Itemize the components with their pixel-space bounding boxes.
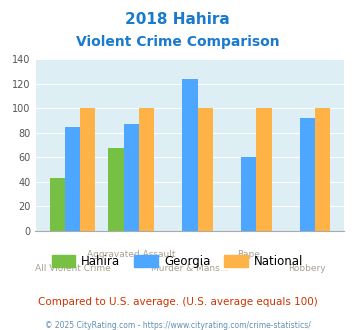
Text: Rape: Rape [237, 250, 260, 259]
Bar [256, 109, 272, 231]
Bar [50, 178, 65, 231]
Bar [300, 118, 315, 231]
Text: Violent Crime Comparison: Violent Crime Comparison [76, 35, 279, 49]
Text: 2018 Hahira: 2018 Hahira [125, 12, 230, 26]
Bar [65, 127, 80, 231]
Bar [182, 79, 198, 231]
Bar [241, 157, 256, 231]
Bar [108, 148, 124, 231]
Text: Aggravated Assault: Aggravated Assault [87, 250, 175, 259]
Bar [139, 109, 154, 231]
Bar [315, 109, 330, 231]
Text: Compared to U.S. average. (U.S. average equals 100): Compared to U.S. average. (U.S. average … [38, 297, 317, 307]
Bar [80, 109, 95, 231]
Text: © 2025 CityRating.com - https://www.cityrating.com/crime-statistics/: © 2025 CityRating.com - https://www.city… [45, 321, 310, 330]
Legend: Hahira, Georgia, National: Hahira, Georgia, National [47, 250, 308, 273]
Text: Robbery: Robbery [289, 264, 326, 273]
Text: Murder & Mans...: Murder & Mans... [151, 264, 229, 273]
Text: All Violent Crime: All Violent Crime [34, 264, 110, 273]
Bar [124, 124, 139, 231]
Bar [198, 109, 213, 231]
